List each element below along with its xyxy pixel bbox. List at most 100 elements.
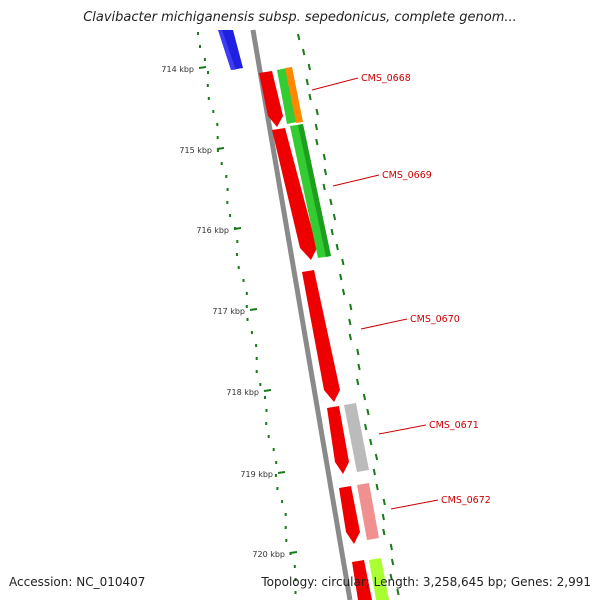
gc-dot: [294, 578, 297, 581]
gc-dash: [369, 438, 373, 446]
gc-dot: [245, 292, 248, 295]
ruler-tick: [216, 147, 225, 150]
gc-dash: [381, 513, 385, 521]
gc-dot: [236, 240, 239, 243]
cds-gray-1: [344, 403, 369, 472]
gc-dash: [389, 573, 393, 581]
gc-dot: [255, 370, 258, 373]
gc-dash: [390, 558, 395, 566]
gc-dash: [335, 243, 339, 251]
cds-pink-1: [357, 483, 379, 540]
ruler-label: 717 kbp: [212, 307, 245, 316]
gc-dot: [216, 123, 219, 126]
gc-dot: [264, 396, 266, 399]
gc-dot: [203, 58, 206, 61]
cds-features: [259, 67, 389, 600]
ruler-label: 720 kbp: [252, 550, 285, 559]
ruler-tick: [277, 471, 286, 474]
gc-dot: [265, 409, 268, 412]
gc-dot: [245, 305, 248, 308]
gc-dash: [297, 33, 301, 41]
gc-dot: [226, 188, 229, 191]
gc-dash: [396, 588, 400, 596]
gc-dash: [329, 198, 333, 206]
gc-dash: [382, 498, 386, 506]
ruler-label: 714 kbp: [161, 65, 194, 74]
ruler-label: 715 kbp: [179, 146, 212, 155]
gc-dash: [349, 303, 353, 311]
gc-dot: [225, 175, 228, 178]
leader-line: [332, 174, 380, 187]
gc-dash: [315, 138, 319, 146]
gene-labels: CMS_0668 CMS_0669 CMS_0670 CMS_0671 CMS_…: [311, 73, 491, 510]
gc-dot: [284, 513, 287, 516]
gc-dot: [275, 461, 278, 464]
gc-dot: [281, 500, 284, 503]
leader-line: [360, 318, 408, 330]
ruler-label: 719 kbp: [240, 470, 273, 479]
gc-dash: [356, 348, 360, 356]
cds-lime-1: [369, 558, 389, 600]
accession-text: Accession: NC_010407: [9, 575, 146, 589]
gc-dash: [357, 363, 361, 371]
map-title: Clavibacter michiganensis subsp. sepedon…: [83, 10, 517, 25]
gc-dash: [348, 318, 352, 326]
gc-dash: [305, 78, 309, 86]
gc-dot: [216, 149, 219, 152]
gc-dash: [332, 213, 337, 221]
gc-dash: [330, 228, 334, 236]
ruler-tick: [233, 227, 242, 230]
gc-dot: [207, 71, 209, 74]
leader-line: [378, 424, 427, 435]
gc-dash: [341, 258, 345, 266]
gc-dash: [322, 153, 326, 161]
genome-backbone: [250, 29, 353, 600]
gc-dot: [284, 526, 287, 529]
gc-dash: [307, 63, 311, 71]
gc-dot: [267, 435, 270, 438]
cds-green-1: [277, 68, 297, 124]
gc-dot: [207, 97, 210, 100]
genome-summary-text: Topology: circular; Length: 3,258,645 bp…: [261, 575, 591, 589]
gc-dot: [237, 266, 240, 269]
cds-red-4: [327, 406, 349, 474]
gc-dot: [199, 45, 201, 48]
gc-dot: [235, 253, 238, 256]
cds-red-3: [302, 270, 340, 402]
ruler-tick: [289, 551, 298, 554]
cds-red-5: [339, 486, 360, 544]
gc-dash: [308, 93, 312, 101]
ruler-label: 716 kbp: [196, 226, 229, 235]
gene-label-cms-0670: CMS_0670: [410, 314, 460, 325]
gene-label-cms-0672: CMS_0672: [441, 495, 491, 506]
gc-dash: [364, 423, 368, 431]
gc-dash: [339, 273, 343, 281]
ruler-tick: [263, 389, 272, 392]
gc-dash: [322, 183, 326, 191]
gc-dot: [255, 357, 258, 360]
ruler-tick: [198, 66, 207, 69]
ruler-tick: [249, 308, 258, 311]
gc-dot: [293, 565, 296, 568]
gc-content-plot: [197, 32, 297, 594]
gc-dot: [294, 591, 297, 594]
gc-dot: [212, 110, 215, 113]
ruler: 714 kbp 715 kbp 716 kbp 717 kbp 718 kbp …: [161, 65, 298, 559]
cds-orange-1: [285, 67, 303, 123]
gc-dash: [302, 48, 306, 56]
gc-dot: [274, 474, 277, 477]
gc-dot: [272, 448, 275, 451]
gc-dot: [206, 84, 209, 87]
leader-line: [311, 77, 359, 91]
gc-dot: [255, 344, 258, 347]
cds-red-2: [272, 128, 317, 260]
gc-dash: [374, 453, 379, 461]
gc-dash: [348, 333, 352, 341]
cds-red-6: [352, 560, 372, 600]
gc-dot: [226, 201, 229, 204]
gc-dash: [366, 408, 370, 416]
gc-dot: [285, 539, 288, 542]
gc-dash: [382, 528, 386, 536]
gene-label-cms-0669: CMS_0669: [382, 170, 432, 181]
